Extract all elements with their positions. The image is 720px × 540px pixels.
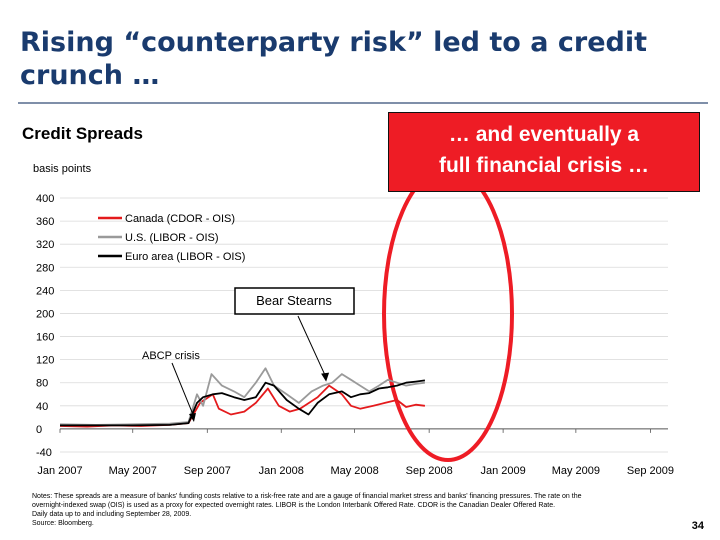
y-tick-label: 320 [36, 239, 54, 251]
title-divider [18, 102, 708, 104]
notes-line2: overnight-indexed swap (OIS) is used as … [32, 502, 556, 509]
y-axis-label: basis points [33, 163, 92, 175]
notes-line4: Source: Bloomberg. [32, 520, 94, 527]
crisis-period-ellipse [382, 166, 514, 462]
bear-stearns-label: Bear Stearns [256, 293, 332, 308]
chart-notes: Notes: These spreads are a measure of ba… [32, 492, 672, 528]
x-tick-label: Jan 2007 [37, 465, 82, 477]
bear-stearns-arrow [297, 315, 327, 378]
slide-title: Rising “counterparty risk” led to a cred… [20, 26, 710, 92]
x-tick-label: May 2007 [109, 465, 157, 477]
series-line-2 [60, 379, 426, 427]
y-tick-label: 80 [36, 378, 48, 390]
series-line-1 [59, 367, 426, 426]
y-tick-label: 280 [36, 262, 54, 274]
y-tick-label: 160 [36, 332, 54, 344]
y-tick-label: 400 [36, 193, 54, 205]
y-tick-label: -40 [36, 447, 52, 459]
legend-label-1: U.S. (LIBOR - OIS) [125, 232, 219, 244]
bear-stearns-label-box [234, 287, 355, 315]
page-number: 34 [691, 520, 704, 532]
abcp-crisis-arrow [171, 362, 195, 418]
x-tick-label: Sep 2008 [406, 465, 453, 477]
y-tick-label: 360 [36, 216, 54, 228]
y-tick-label: 0 [36, 424, 42, 436]
y-tick-label: 120 [36, 355, 54, 367]
x-tick-label: Jan 2008 [259, 465, 304, 477]
y-tick-label: 40 [36, 401, 48, 413]
abcp-crisis-arrowhead [188, 412, 196, 422]
notes-line3: Daily data up to and including September… [32, 511, 192, 518]
slide-title-line1: Rising “counterparty risk” led to a cred… [20, 27, 647, 58]
y-tick-label: 200 [36, 308, 54, 320]
x-tick-label: Sep 2009 [627, 465, 674, 477]
callout-line1: … and eventually a [448, 123, 640, 146]
slide-title-line2: crunch … [20, 60, 160, 91]
y-tick-label: 240 [36, 285, 54, 297]
abcp-crisis-label: ABCP crisis [142, 350, 200, 362]
bear-stearns-arrowhead [321, 372, 330, 382]
x-tick-label: Jan 2009 [480, 465, 525, 477]
crisis-callout-box: … and eventually a full financial crisis… [388, 112, 700, 192]
legend-label-0: Canada (CDOR - OIS) [125, 213, 235, 225]
chart-title: Credit Spreads [22, 124, 143, 143]
x-tick-label: Sep 2007 [184, 465, 231, 477]
callout-line2: full financial crisis … [438, 154, 650, 177]
x-tick-label: May 2008 [330, 465, 378, 477]
x-tick-label: May 2009 [552, 465, 600, 477]
notes-line1: Notes: These spreads are a measure of ba… [32, 493, 582, 500]
legend-label-2: Euro area (LIBOR - OIS) [125, 251, 245, 263]
